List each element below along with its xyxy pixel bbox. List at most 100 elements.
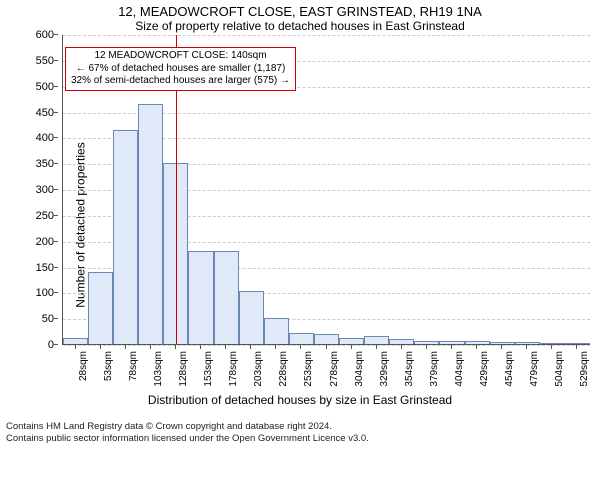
x-tick-label: 203sqm (253, 351, 264, 387)
histogram-bar (289, 333, 314, 344)
chart-shell: Number of detached properties 0501001502… (6, 35, 594, 415)
x-tick-label: 153sqm (203, 351, 214, 387)
histogram-bar (414, 341, 439, 344)
x-tick-mark (300, 345, 301, 349)
y-tick-label: 450 (36, 107, 54, 119)
histogram-bar (88, 272, 113, 344)
x-tick-label: 253sqm (303, 351, 314, 387)
x-tick-label: 454sqm (504, 351, 515, 387)
annotation-line: 32% of semi-detached houses are larger (… (71, 75, 290, 88)
histogram-bar (188, 251, 213, 344)
attribution-line: Contains HM Land Registry data © Crown c… (6, 421, 594, 433)
x-tick-mark (426, 345, 427, 349)
histogram-bar (490, 342, 515, 344)
y-tick-label: 300 (36, 184, 54, 196)
y-tick-mark (54, 189, 58, 190)
x-tick-label: 53sqm (103, 351, 114, 381)
x-tick-label: 404sqm (454, 351, 465, 387)
y-tick-mark (54, 267, 58, 268)
histogram-bar (264, 318, 289, 344)
attribution-line: Contains public sector information licen… (6, 433, 594, 445)
x-tick-label: 78sqm (128, 351, 139, 381)
attribution: Contains HM Land Registry data © Crown c… (6, 421, 594, 445)
x-tick-label: 278sqm (329, 351, 340, 387)
x-tick-mark (401, 345, 402, 349)
histogram-bar (63, 338, 88, 344)
x-tick-mark (451, 345, 452, 349)
x-tick-mark (200, 345, 201, 349)
x-tick-mark (376, 345, 377, 349)
histogram-bar (314, 334, 339, 344)
y-tick-mark (54, 344, 58, 345)
x-tick-mark (175, 345, 176, 349)
y-tick-label: 50 (42, 313, 54, 325)
x-tick-label: 354sqm (404, 351, 415, 387)
y-tick-mark (54, 318, 58, 319)
y-tick-label: 500 (36, 81, 54, 93)
y-tick-label: 250 (36, 210, 54, 222)
histogram-bar (389, 339, 414, 344)
x-tick-mark (275, 345, 276, 349)
annotation-box: 12 MEADOWCROFT CLOSE: 140sqm← 67% of det… (65, 47, 296, 91)
y-tick-mark (54, 137, 58, 138)
x-tick-label: 178sqm (228, 351, 239, 387)
x-tick-mark (225, 345, 226, 349)
x-tick-mark (100, 345, 101, 349)
y-tick-mark (54, 112, 58, 113)
gridline (63, 35, 590, 36)
x-tick-mark (125, 345, 126, 349)
y-tick-label: 550 (36, 55, 54, 67)
x-tick-label: 479sqm (529, 351, 540, 387)
x-tick-mark (150, 345, 151, 349)
x-axis-label: Distribution of detached houses by size … (6, 393, 594, 407)
x-tick-label: 128sqm (178, 351, 189, 387)
x-tick-label: 228sqm (278, 351, 289, 387)
annotation-line: 12 MEADOWCROFT CLOSE: 140sqm (71, 50, 290, 63)
histogram-bar (138, 104, 163, 344)
x-tick-mark (551, 345, 552, 349)
y-tick-label: 0 (48, 339, 54, 351)
x-tick-label: 529sqm (579, 351, 590, 387)
y-tick-mark (54, 86, 58, 87)
y-axis: 050100150200250300350400450500550600 (26, 35, 58, 345)
y-tick-mark (54, 163, 58, 164)
x-tick-label: 379sqm (429, 351, 440, 387)
x-tick-label: 103sqm (153, 351, 164, 387)
y-tick-label: 150 (36, 262, 54, 274)
x-tick-mark (351, 345, 352, 349)
histogram-bar (540, 343, 565, 344)
histogram-bar (465, 341, 490, 344)
x-tick-mark (501, 345, 502, 349)
histogram-bar (113, 130, 138, 344)
x-tick-mark (326, 345, 327, 349)
histogram-bar (439, 341, 464, 344)
x-tick-mark (75, 345, 76, 349)
histogram-bar (364, 336, 389, 344)
x-tick-mark (526, 345, 527, 349)
x-axis: 28sqm 53sqm 78sqm 103sqm 128sqm 153sqm 178sqm 2… (62, 345, 590, 395)
y-tick-mark (54, 60, 58, 61)
y-tick-mark (54, 292, 58, 293)
chart-title-primary: 12, MEADOWCROFT CLOSE, EAST GRINSTEAD, R… (6, 4, 594, 19)
x-tick-mark (576, 345, 577, 349)
y-tick-mark (54, 34, 58, 35)
histogram-bar (214, 251, 239, 344)
histogram-bar (565, 343, 590, 344)
x-tick-mark (476, 345, 477, 349)
y-tick-label: 200 (36, 236, 54, 248)
y-tick-label: 400 (36, 132, 54, 144)
histogram-bar (515, 342, 540, 344)
x-tick-label: 504sqm (554, 351, 565, 387)
y-tick-label: 600 (36, 29, 54, 41)
chart-title-secondary: Size of property relative to detached ho… (6, 19, 594, 33)
x-tick-label: 28sqm (78, 351, 89, 381)
y-tick-mark (54, 241, 58, 242)
chart-container: 12, MEADOWCROFT CLOSE, EAST GRINSTEAD, R… (0, 0, 600, 500)
x-tick-mark (250, 345, 251, 349)
plot-area: 12 MEADOWCROFT CLOSE: 140sqm← 67% of det… (62, 35, 590, 345)
histogram-bar (239, 291, 264, 344)
x-tick-label: 429sqm (479, 351, 490, 387)
y-tick-label: 100 (36, 287, 54, 299)
histogram-bar (339, 338, 364, 344)
y-tick-mark (54, 215, 58, 216)
